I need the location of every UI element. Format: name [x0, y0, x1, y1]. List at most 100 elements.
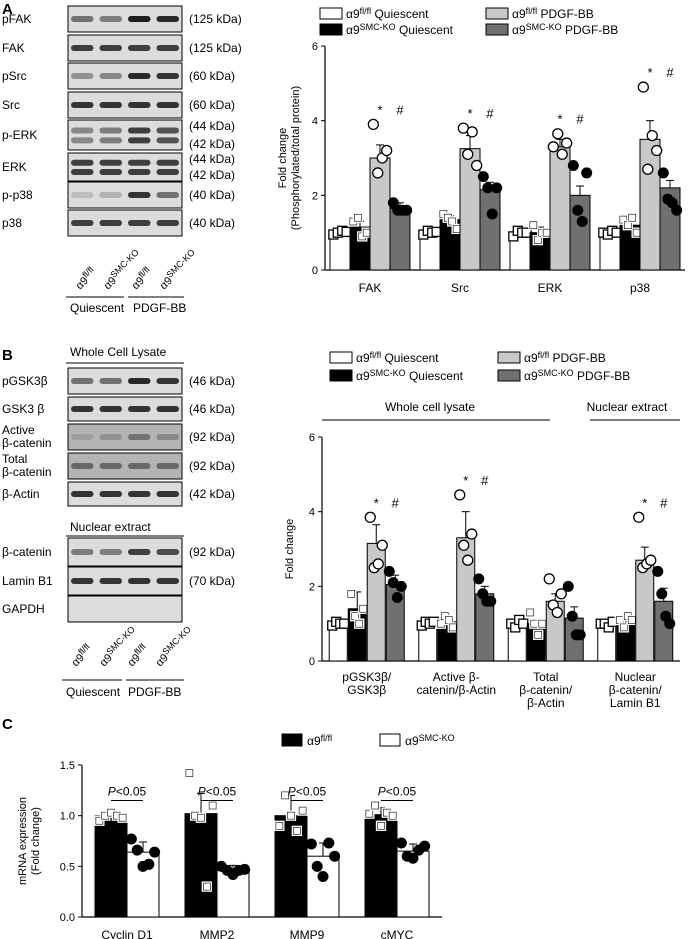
data-point [377, 821, 385, 830]
significance-star: * [467, 106, 472, 121]
blot-band [99, 578, 122, 584]
category-label: cMYC [381, 928, 414, 939]
blot-band [128, 434, 151, 440]
category-label: β-catenin/ [609, 683, 663, 697]
y-axis-label: mRNA expression [17, 797, 29, 885]
data-point [656, 588, 668, 600]
lane-label: α9fl/fl [124, 642, 152, 670]
lane-label: α9fl/fl [68, 642, 96, 670]
lane-label: α9fl/fl [72, 265, 100, 293]
kda-label: (125 kDa) [189, 12, 242, 26]
data-point [149, 846, 161, 858]
blot-label: Lamin B1 [2, 574, 53, 588]
category-label: p38 [630, 281, 650, 295]
blot-band [128, 73, 151, 79]
data-point [555, 588, 567, 600]
y-tick-label: 2 [312, 190, 318, 202]
blot-band [71, 127, 94, 134]
data-point [574, 629, 586, 641]
data-point [642, 163, 654, 175]
blot-band [128, 491, 151, 497]
legend-entry: α9fl/fl [307, 733, 332, 748]
group-label-quiescent: Quiescent [70, 301, 125, 315]
data-point [339, 618, 350, 629]
data-point [329, 850, 341, 862]
data-point [534, 631, 543, 639]
blot-band [99, 45, 122, 51]
blot-band [71, 549, 94, 555]
category-label: β-catenin/ [519, 683, 573, 697]
nuclear-extract-title: Nuclear extract [70, 520, 151, 534]
legend-swatch [485, 7, 509, 20]
category-label: GSK3β [347, 683, 386, 697]
data-point [298, 806, 307, 815]
blot-label: β-catenin [2, 465, 52, 479]
category-label: Lamin B1 [610, 696, 661, 710]
blot-label-fak: FAK [2, 41, 25, 55]
blot-label-p-erk: p-ERK [2, 128, 37, 142]
y-tick-label: 6 [312, 41, 318, 53]
data-point [491, 182, 503, 194]
data-point [637, 81, 649, 93]
kda-label: (125 kDa) [189, 41, 242, 55]
group-label-quiescent: Quiescent [66, 685, 121, 699]
kda-label: (60 kDa) [189, 98, 235, 112]
legend-swatch [319, 23, 343, 36]
data-point [364, 511, 376, 523]
data-point [628, 213, 637, 222]
blot-band [71, 45, 94, 51]
category-label: pGSK3β/ [342, 670, 392, 684]
kda-label: (44 kDa) [189, 119, 235, 133]
data-point [627, 616, 636, 624]
data-point [651, 144, 663, 157]
blot-band [99, 127, 122, 134]
legend-swatch [379, 733, 401, 747]
p-value-label: P<0.05 [288, 784, 327, 798]
category-label: FAK [359, 281, 382, 295]
category-label: Active β- [433, 670, 480, 684]
kda-label: (46 kDa) [189, 374, 235, 388]
data-point [208, 801, 217, 810]
bar [526, 623, 546, 662]
category-label: Src [451, 281, 469, 295]
legend-swatch [485, 23, 509, 36]
data-point [466, 528, 478, 540]
y-axis-label: Fold change [277, 128, 289, 189]
bar [184, 813, 218, 918]
chart-c: 0.0 0.5 1.0 1.5 mRNA expression (Fold change)… [17, 760, 442, 939]
kda-label: (92 kDa) [189, 430, 235, 444]
blot-band [156, 406, 179, 412]
data-point [562, 580, 574, 592]
kda-label: (92 kDa) [189, 545, 235, 559]
y-tick-label: 2 [309, 581, 315, 593]
legend-swatch [319, 7, 343, 20]
blot-strip-src [67, 91, 183, 119]
data-point [547, 141, 559, 153]
blot-strip-erk [67, 152, 183, 182]
blot-band [128, 16, 151, 22]
data-point [118, 813, 127, 822]
data-point [355, 619, 364, 628]
data-point [645, 554, 657, 566]
blot-band [71, 169, 94, 176]
blot-band [99, 102, 122, 108]
legend-entry: α9fl/fl Quiescent [356, 350, 439, 365]
data-point [471, 159, 483, 172]
blot-band [128, 578, 151, 584]
blot-band [99, 192, 122, 198]
blot-band [128, 463, 151, 469]
blot-band [156, 434, 179, 440]
data-point [371, 801, 379, 810]
p-value-label: P<0.05 [108, 784, 147, 798]
data-point [542, 228, 551, 237]
category-label: MMP2 [200, 928, 235, 939]
blot-label-src: Src [2, 98, 20, 112]
bar [479, 189, 501, 271]
category-label: catenin/β-Actin [416, 683, 496, 697]
category-label: Total [533, 670, 558, 684]
data-point [473, 573, 485, 585]
blot-band [156, 378, 179, 384]
data-point [529, 221, 538, 229]
blot-label: Active [2, 423, 35, 437]
blot-band [156, 192, 179, 198]
